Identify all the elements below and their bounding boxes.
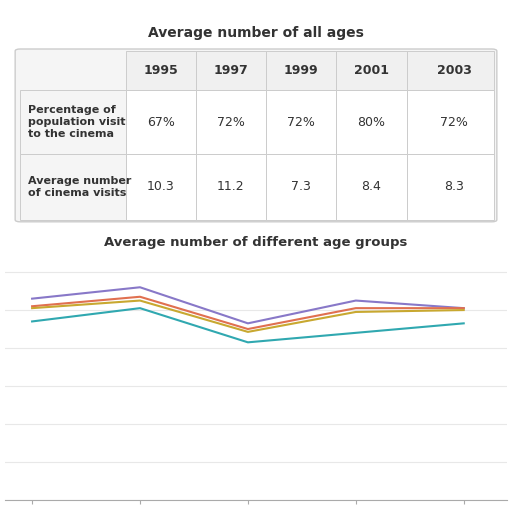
Text: 67%: 67% [147, 116, 175, 129]
50+ years old [29, 319, 35, 325]
14–24 years old [461, 305, 467, 311]
Bar [196, 51, 266, 90]
Text: Average number
of cinema visits: Average number of cinema visits [28, 176, 131, 197]
35–49 years old [461, 307, 467, 313]
25–34 years old [137, 294, 143, 300]
Line: 50+ years old: 50+ years old [32, 308, 464, 342]
Bar [407, 51, 495, 90]
Text: 72%: 72% [217, 116, 245, 129]
Bar [336, 90, 407, 154]
Bar [125, 154, 196, 220]
35–49 years old [353, 309, 359, 315]
14–24 years old [245, 320, 251, 326]
Bar [336, 154, 407, 220]
Text: 8.3: 8.3 [444, 180, 464, 193]
Bar [266, 90, 336, 154]
Text: 10.3: 10.3 [147, 180, 175, 193]
35–49 years old [137, 297, 143, 304]
Bar [407, 154, 495, 220]
35–49 years old [29, 305, 35, 311]
Bar [336, 51, 407, 90]
Text: 11.2: 11.2 [217, 180, 245, 193]
Line: 35–49 years old: 35–49 years old [32, 300, 464, 332]
25–34 years old [29, 303, 35, 309]
Line: 14–24 years old: 14–24 years old [32, 287, 464, 323]
35–49 years old [245, 329, 251, 335]
14–24 years old [137, 284, 143, 290]
Bar [266, 154, 336, 220]
Text: 1999: 1999 [284, 64, 318, 77]
50+ years old [461, 320, 467, 326]
FancyBboxPatch shape [15, 49, 497, 222]
Text: 1995: 1995 [143, 64, 178, 77]
Text: 1997: 1997 [214, 64, 248, 77]
14–24 years old [353, 297, 359, 304]
25–34 years old [461, 305, 467, 311]
Text: Average number of all ages: Average number of all ages [148, 26, 364, 40]
Bar [20, 90, 125, 154]
25–34 years old [245, 326, 251, 332]
Bar [196, 90, 266, 154]
Text: 8.4: 8.4 [361, 180, 381, 193]
Bar [266, 51, 336, 90]
Title: Average number of different age groups: Average number of different age groups [104, 236, 408, 249]
Text: 80%: 80% [357, 116, 386, 129]
Text: Percentage of
population visit
to the cinema: Percentage of population visit to the ci… [28, 106, 125, 139]
Text: 2001: 2001 [354, 64, 389, 77]
14–24 years old [29, 295, 35, 301]
Text: 7.3: 7.3 [291, 180, 311, 193]
Text: 72%: 72% [440, 116, 468, 129]
Bar [20, 154, 125, 220]
50+ years old [245, 339, 251, 345]
Bar [125, 51, 196, 90]
25–34 years old [353, 305, 359, 311]
Bar [125, 90, 196, 154]
50+ years old [137, 305, 143, 311]
Bar [407, 90, 495, 154]
Text: 72%: 72% [287, 116, 315, 129]
50+ years old [353, 330, 359, 336]
Text: 2003: 2003 [437, 64, 472, 77]
Line: 25–34 years old: 25–34 years old [32, 297, 464, 329]
Bar [196, 154, 266, 220]
